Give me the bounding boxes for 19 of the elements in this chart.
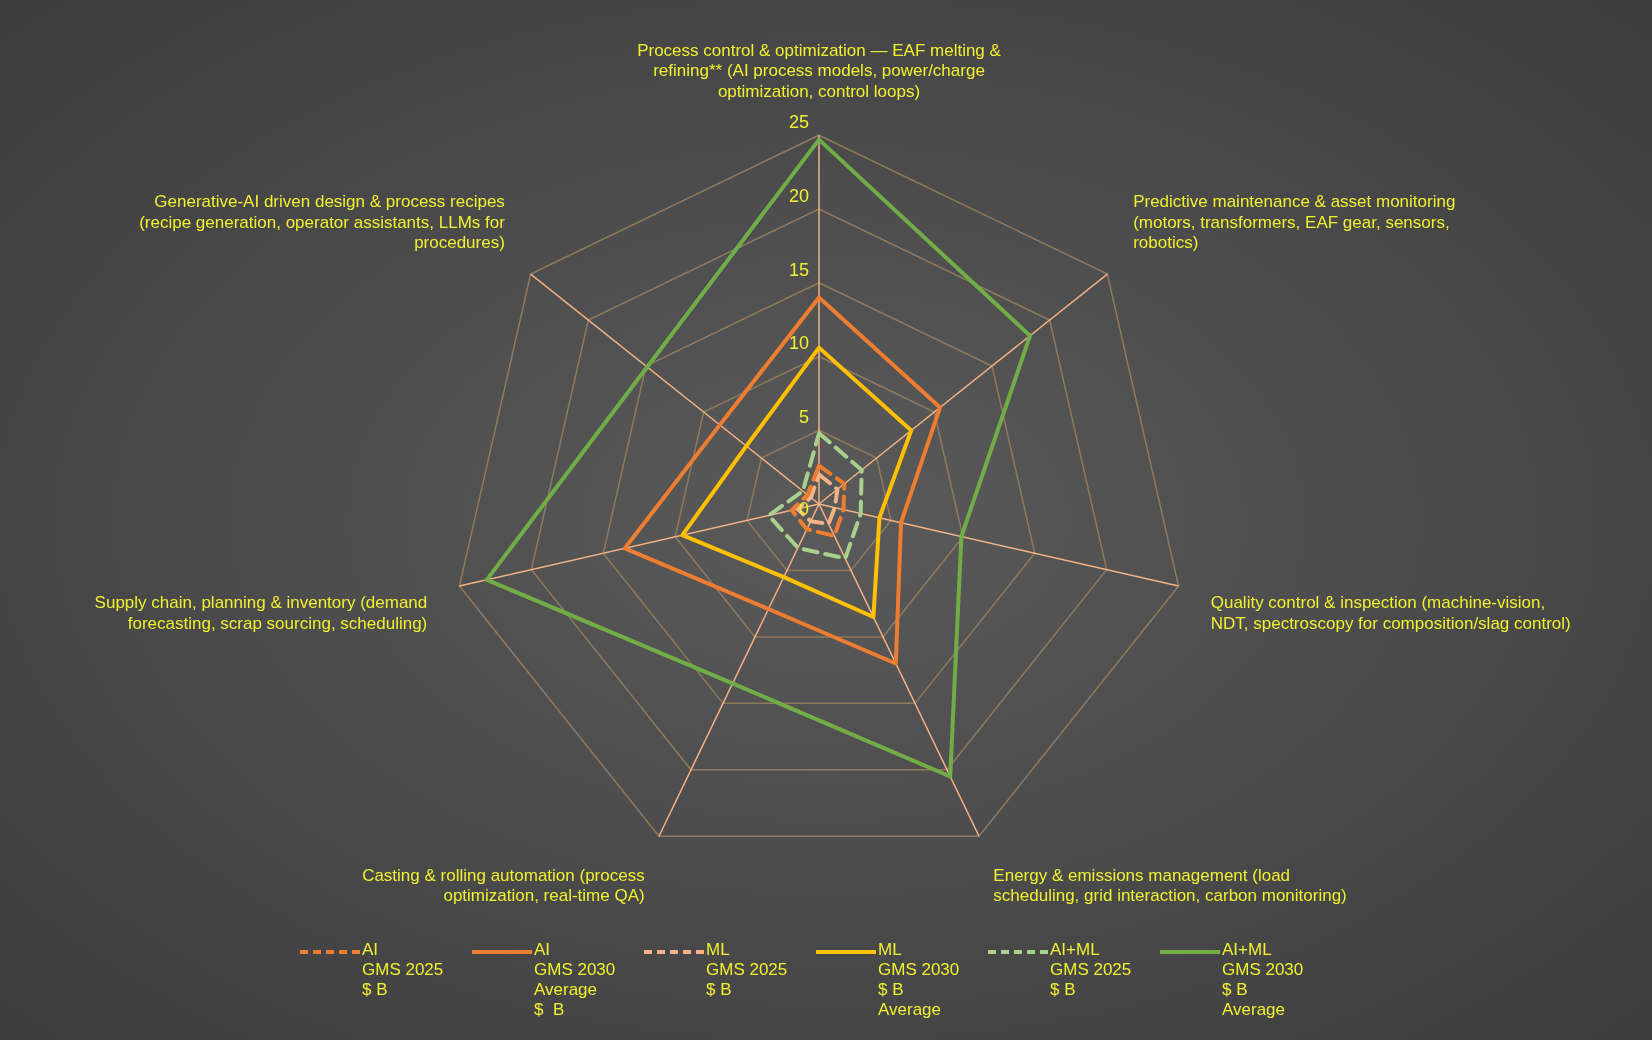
spoke-label: Generative-AI driven design & process recipes (recipe generation, operator assistants, LLMs for procedures) <box>139 192 506 252</box>
spoke-label: Energy & emissions management (load scheduling, grid interaction, carbon monitoring) <box>993 865 1347 906</box>
y-tick-label: 5 <box>798 407 809 428</box>
legend-label: AI+ML GMS 2030 $ B Average <box>1222 940 1304 1020</box>
legend-label: ML GMS 2025 $ B <box>706 940 788 1000</box>
spoke-label: Supply chain, planning & inventory (demand forecasting, scrap sourcing, scheduling) <box>94 593 428 633</box>
y-tick-label: 15 <box>788 259 809 280</box>
spoke-label: Process control & optimization — EAF melting & refining** (AI process models, power/charge optimization, control loops) <box>637 40 1002 101</box>
y-tick-label: 25 <box>788 112 809 133</box>
spoke-label: Predictive maintenance & asset monitoring (motors, transformers, EAF gear, sensors, robotics) <box>1133 192 1456 252</box>
y-tick-label: 0 <box>798 498 809 519</box>
spoke-label: Quality control & inspection (machine-vision, NDT, spectroscopy for composition/slag control) <box>1210 593 1571 633</box>
legend-label: AI+ML GMS 2025 $ B <box>1050 940 1132 1000</box>
y-tick-label: 10 <box>788 333 809 354</box>
y-tick-label: 20 <box>788 185 809 206</box>
legend-label: AI GMS 2025 $ B <box>362 940 444 1000</box>
legend-label: AI GMS 2030 Average $ B <box>534 940 616 1020</box>
spoke-label: Casting & rolling automation (process optimization, real-time QA) <box>362 865 645 906</box>
legend-label: ML GMS 2030 $ B Average <box>878 940 960 1020</box>
